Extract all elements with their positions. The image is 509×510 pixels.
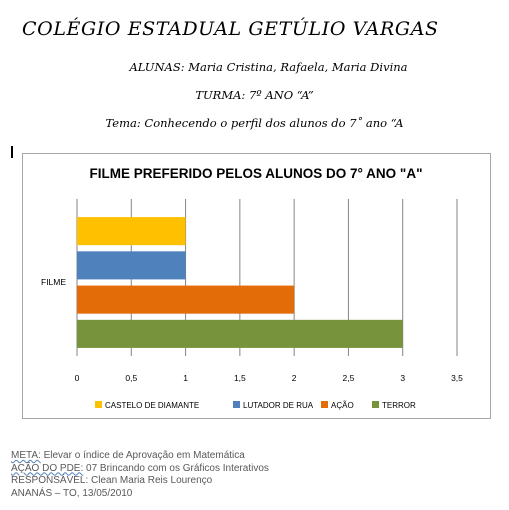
bar-lutador-de-rua (77, 251, 186, 280)
class-line: TURMA: 7º ANO “A” (195, 88, 314, 102)
legend-swatch (321, 401, 328, 408)
bar-a-o (77, 285, 295, 314)
y-category-label: FILME (41, 277, 66, 287)
place-date-line: ANANÁS – TO, 13/05/2010 (11, 487, 133, 499)
meta-line: META: Elevar o índice de Aprovação em Ma… (11, 450, 269, 463)
legend-label: AÇÃO (331, 401, 354, 410)
x-tick-label: 3,5 (451, 373, 463, 383)
meta-text: Elevar o índice de Aprovação em Matemáti… (40, 450, 245, 461)
chart-title: FILME PREFERIDO PELOS ALUNOS DO 7° ANO "… (90, 166, 423, 181)
legend-label: CASTELO DE DIAMANTE (105, 401, 199, 410)
bar-terror (77, 319, 403, 348)
bar-chart: FILME PREFERIDO PELOS ALUNOS DO 7° ANO "… (41, 166, 463, 410)
x-tick-label: 0 (75, 373, 80, 383)
legend-swatch (233, 401, 240, 408)
action-label: AÇÃO DO PDE: (11, 462, 84, 474)
x-tick-label: 1,5 (234, 373, 246, 383)
text-cursor (11, 146, 13, 158)
legend-swatch (372, 401, 379, 408)
theme-line: Tema: Conhecendo o perfil dos alunos do … (105, 116, 404, 130)
action-text: 07 Brincando com os Gráficos Interativos (83, 462, 269, 474)
x-tick-label: 2,5 (343, 373, 355, 383)
legend-label: TERROR (382, 401, 416, 410)
meta-label: META: (11, 450, 41, 461)
bar-castelo-de-diamante (77, 217, 186, 246)
legend-label: LUTADOR DE RUA (243, 401, 314, 410)
chart-area: FILME PREFERIDO PELOS ALUNOS DO 7° ANO "… (22, 153, 491, 419)
x-tick-label: 0,5 (125, 373, 137, 383)
students-line: ALUNAS: Maria Cristina, Rafaela, Maria D… (129, 60, 408, 74)
x-tick-label: 3 (400, 373, 405, 383)
x-tick-label: 1 (183, 373, 188, 383)
x-tick-label: 2 (292, 373, 297, 383)
school-name: COLÉGIO ESTADUAL GETÚLIO VARGAS (22, 18, 439, 40)
legend-swatch (95, 401, 102, 408)
responsible-line: RESPONSÁVEL: Clean Maria Reis Lourenço (11, 475, 213, 486)
footer: META: Elevar o índice de Aprovação em Ma… (11, 450, 269, 500)
action-line: AÇÃO DO PDE: 07 Brincando com os Gráfico… (11, 463, 269, 476)
